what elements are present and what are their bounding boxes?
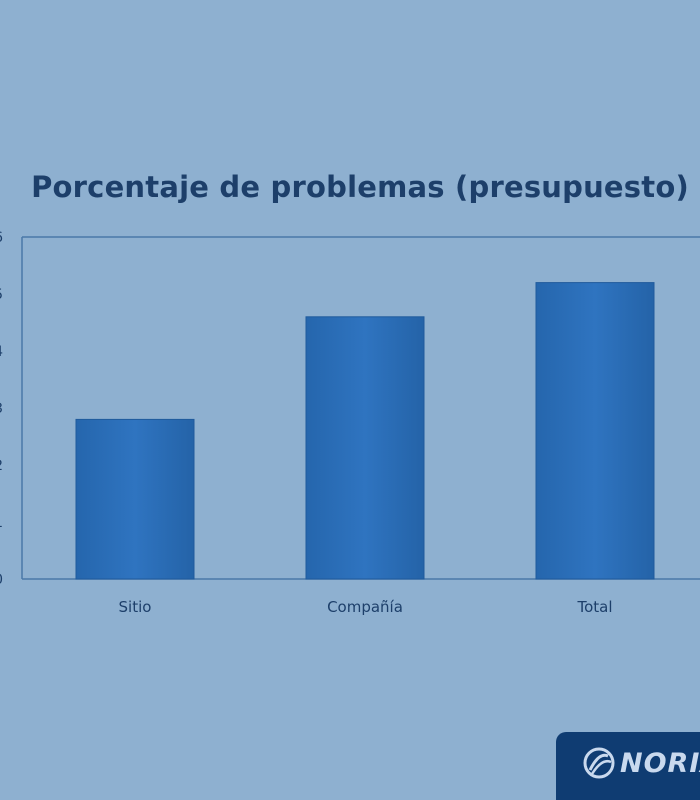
bar-2: [305, 316, 425, 580]
y-tick-label: 5: [0, 287, 3, 303]
bar-1: [75, 418, 195, 580]
y-tick-label: 4: [0, 344, 3, 360]
chart-title: Porcentaje de problemas (presupuesto): [31, 170, 689, 204]
y-tick-label: 2: [0, 458, 3, 474]
logo-text: NORIA: [620, 748, 700, 779]
y-tick-label: 0: [0, 572, 3, 588]
x-axis-labels: Sitio Compañía Total: [119, 598, 613, 616]
logo-badge: NORIA: [556, 732, 700, 800]
x-category-label: Compañía: [327, 598, 403, 616]
bar-3: [535, 282, 655, 580]
noria-logo-icon: [583, 747, 615, 779]
bars-group: [75, 282, 655, 580]
y-axis-ticks: 0 1 2 3 4 5 6: [0, 230, 3, 588]
y-tick-label: 1: [0, 515, 3, 531]
y-tick-label: 3: [0, 401, 3, 417]
x-category-label: Sitio: [119, 598, 152, 616]
x-category-label: Total: [576, 598, 612, 616]
y-tick-label: 6: [0, 230, 3, 246]
